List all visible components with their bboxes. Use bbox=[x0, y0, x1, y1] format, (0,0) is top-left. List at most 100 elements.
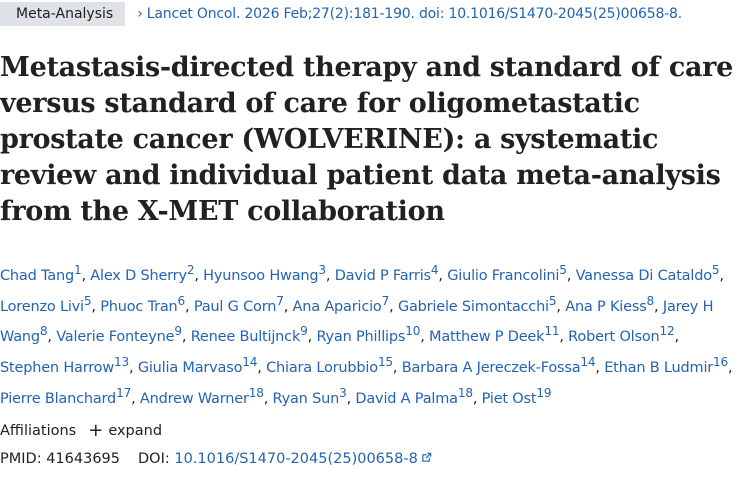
author-affiliation-ref[interactable]: 5 bbox=[559, 263, 567, 277]
external-link-icon bbox=[422, 452, 432, 462]
author-affiliation-ref[interactable]: 4 bbox=[430, 263, 439, 277]
expand-affiliations-button[interactable]: + expand bbox=[88, 422, 162, 440]
author-affiliation-ref[interactable]: 11 bbox=[544, 324, 560, 339]
author-item: Ethan B Ludmir16, bbox=[604, 355, 733, 377]
author-affiliation-ref[interactable]: 1 bbox=[73, 263, 82, 277]
author-item: Valerie Fonteyne9, bbox=[56, 325, 190, 346]
author-affiliation-ref[interactable]: 15 bbox=[377, 355, 393, 370]
author-separator: , bbox=[307, 329, 317, 346]
article-title: Metastasis-directed therapy and standard… bbox=[0, 52, 733, 227]
pmid-value[interactable]: 41643695 bbox=[46, 451, 121, 467]
author-name-link[interactable]: Ryan Sun bbox=[272, 391, 340, 408]
author-name-link[interactable]: Alex D Sherry bbox=[90, 267, 187, 284]
author-name-link[interactable]: Robert Olson bbox=[568, 329, 660, 346]
author-name-link[interactable]: Ryan Phillips bbox=[316, 329, 406, 346]
author-separator: , bbox=[595, 360, 605, 377]
author-name-link[interactable]: David A Palma bbox=[355, 391, 458, 408]
author-affiliation-ref[interactable]: 8 bbox=[646, 293, 655, 308]
author-item: Paul G Corn7, bbox=[193, 294, 293, 315]
expand-label: expand bbox=[108, 423, 163, 439]
author-item: Robert Olson12, bbox=[568, 325, 679, 346]
author-affiliation-ref[interactable]: 7 bbox=[276, 293, 284, 308]
author-name-link[interactable]: Chiara Lorubbio bbox=[266, 360, 378, 377]
author-name-link[interactable]: Pierre Blanchard bbox=[0, 391, 117, 408]
author-name-link[interactable]: Giulia Marvaso bbox=[137, 360, 243, 377]
author-separator: , bbox=[566, 267, 576, 284]
author-name-link[interactable]: David P Farris bbox=[334, 267, 431, 284]
author-name-link[interactable]: Andrew Warner bbox=[139, 391, 249, 408]
author-name-link[interactable]: Hyunsoo Hwang bbox=[203, 267, 319, 284]
author-separator: , bbox=[654, 298, 663, 315]
author-affiliation-ref[interactable]: 5 bbox=[711, 263, 720, 277]
author-name-link[interactable]: Jarey H Wang bbox=[0, 298, 714, 346]
author-item: Phuoc Tran6, bbox=[100, 294, 194, 315]
author-name-link[interactable]: Lorenzo Livi bbox=[0, 298, 84, 315]
author-affiliation-ref[interactable]: 16 bbox=[713, 355, 729, 370]
author-separator: , bbox=[346, 391, 356, 408]
doi-link[interactable]: 10.1016/S1470-2045(25)00658-8 bbox=[174, 451, 432, 467]
author-name-link[interactable]: Piet Ost bbox=[481, 391, 537, 408]
author-affiliation-ref[interactable]: 8 bbox=[39, 324, 48, 339]
author-affiliation-ref[interactable]: 5 bbox=[83, 293, 92, 308]
author-name-link[interactable]: Ana P Kiess bbox=[565, 298, 647, 315]
affiliations-row: Affiliations + expand bbox=[0, 422, 162, 440]
author-name-link[interactable]: Chad Tang bbox=[0, 267, 74, 284]
author-affiliation-ref[interactable]: 19 bbox=[536, 386, 552, 401]
author-item: David A Palma18, bbox=[355, 386, 481, 408]
author-item: Pierre Blanchard17, bbox=[0, 386, 140, 408]
author-name-link[interactable]: Ethan B Ludmir bbox=[604, 360, 714, 377]
author-item: Andrew Warner18, bbox=[139, 386, 273, 408]
author-affiliation-ref[interactable]: 14 bbox=[242, 355, 258, 370]
author-item: Ryan Sun3, bbox=[272, 386, 356, 408]
author-affiliation-ref[interactable]: 2 bbox=[186, 263, 195, 277]
author-affiliation-ref[interactable]: 17 bbox=[116, 386, 132, 401]
author-item: Matthew P Deek11, bbox=[429, 325, 568, 346]
author-affiliation-ref[interactable]: 5 bbox=[548, 293, 557, 308]
author-name-link[interactable]: Gabriele Simontacchi bbox=[397, 298, 549, 315]
chevron-right-icon[interactable]: › bbox=[137, 6, 143, 22]
author-name-link[interactable]: Paul G Corn bbox=[193, 298, 277, 315]
author-name-link[interactable]: Renee Bultijnck bbox=[190, 329, 301, 346]
author-affiliation-ref[interactable]: 9 bbox=[300, 324, 308, 339]
author-affiliation-ref[interactable]: 13 bbox=[114, 355, 129, 370]
author-name-link[interactable]: Stephen Harrow bbox=[0, 360, 114, 377]
author-item: Hyunsoo Hwang3, bbox=[203, 263, 335, 284]
author-affiliation-ref[interactable]: 3 bbox=[318, 263, 326, 277]
author-name-link[interactable]: Barbara A Jereczek-Fossa bbox=[401, 360, 581, 377]
author-separator: , bbox=[194, 267, 204, 284]
author-item: Alex D Sherry2, bbox=[90, 263, 204, 284]
author-affiliation-ref[interactable]: 12 bbox=[659, 324, 675, 339]
author-item: Gabriele Simontacchi5, bbox=[397, 294, 565, 315]
author-affiliation-ref[interactable]: 18 bbox=[457, 386, 473, 401]
author-separator: , bbox=[263, 391, 273, 408]
author-separator: , bbox=[185, 298, 194, 315]
author-name-link[interactable]: Giulio Francolini bbox=[447, 267, 560, 284]
author-affiliation-ref[interactable]: 3 bbox=[339, 386, 347, 401]
author-item: Giulio Francolini5, bbox=[447, 263, 576, 284]
author-name-link[interactable]: Phuoc Tran bbox=[100, 298, 178, 315]
author-name-link[interactable]: Valerie Fonteyne bbox=[56, 329, 175, 346]
author-item: David P Farris4, bbox=[334, 263, 448, 284]
author-name-link[interactable]: Matthew P Deek bbox=[429, 329, 545, 346]
doi-value[interactable]: 10.1016/S1470-2045(25)00658-8 bbox=[174, 451, 418, 467]
article-header-row: Meta-Analysis › Lancet Oncol. 2026 Feb;2… bbox=[0, 2, 682, 26]
author-item: Giulia Marvaso14, bbox=[137, 355, 266, 377]
author-item: Piet Ost19 bbox=[481, 386, 552, 408]
author-affiliation-ref[interactable]: 9 bbox=[174, 324, 182, 339]
author-name-link[interactable]: Ana Aparicio bbox=[292, 298, 382, 315]
author-affiliation-ref[interactable]: 7 bbox=[381, 293, 390, 308]
author-name-link[interactable]: Vanessa Di Cataldo bbox=[575, 267, 712, 284]
identifiers-row: PMID: 41643695 DOI: 10.1016/S1470-2045(25… bbox=[0, 451, 432, 467]
author-affiliation-ref[interactable]: 10 bbox=[405, 324, 421, 339]
author-affiliation-ref[interactable]: 6 bbox=[177, 293, 186, 308]
publication-type-badge[interactable]: Meta-Analysis bbox=[0, 2, 126, 26]
author-affiliation-ref[interactable]: 18 bbox=[248, 386, 264, 401]
affiliations-label: Affiliations bbox=[0, 423, 77, 439]
author-separator: , bbox=[719, 267, 724, 284]
author-separator: , bbox=[283, 298, 293, 315]
journal-citation-link[interactable]: Lancet Oncol. 2026 Feb;27(2):181-190. do… bbox=[146, 6, 682, 22]
author-separator: , bbox=[47, 329, 57, 346]
author-item: Ryan Phillips10, bbox=[316, 325, 429, 346]
author-separator: , bbox=[728, 360, 733, 377]
author-affiliation-ref[interactable]: 14 bbox=[580, 355, 596, 370]
